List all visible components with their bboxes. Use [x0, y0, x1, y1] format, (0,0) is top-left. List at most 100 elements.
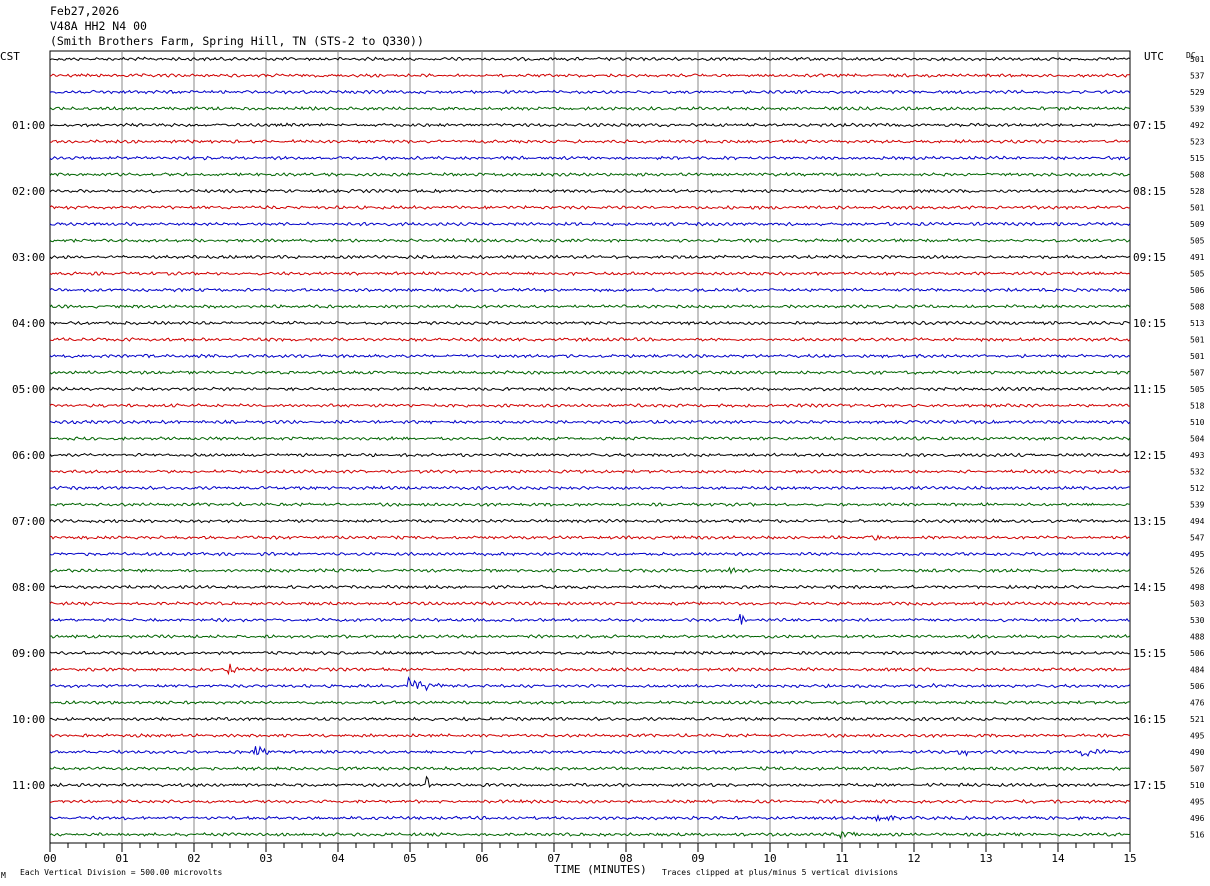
trace-line	[49, 122, 1131, 128]
trace-line	[49, 732, 1131, 739]
trace-line	[49, 271, 1131, 277]
x-tick-label: 02	[187, 852, 200, 865]
trace-line	[49, 435, 1131, 442]
dc-offset-label: 501	[1190, 352, 1205, 361]
dc-offset-label: 507	[1190, 765, 1205, 774]
dc-offset-label: 529	[1190, 88, 1205, 97]
dc-offset-label: 495	[1190, 798, 1205, 807]
right-hour-label: 15:15	[1133, 647, 1166, 660]
dc-offset-label: 510	[1190, 781, 1205, 790]
trace-line	[49, 369, 1131, 376]
x-tick-label: 12	[907, 852, 920, 865]
trace-line	[49, 798, 1131, 804]
dc-offset-label: 494	[1190, 517, 1205, 526]
dc-offset-label: 508	[1190, 171, 1205, 180]
date-label: Feb27,2026	[50, 4, 120, 18]
trace-line	[49, 501, 1131, 507]
x-tick-label: 06	[475, 852, 488, 865]
trace-line	[49, 518, 1130, 524]
trace-line	[49, 534, 1131, 541]
scale-note: Each Vertical Division = 500.00 microvol…	[20, 868, 222, 877]
dc-offset-label: 503	[1190, 600, 1205, 609]
trace-line	[49, 814, 1131, 823]
trace-line	[49, 138, 1131, 145]
right-hour-label: 14:15	[1133, 581, 1166, 594]
dc-offset-label: 509	[1190, 220, 1205, 229]
x-tick-label: 11	[835, 852, 848, 865]
trace-line	[49, 237, 1131, 244]
dc-offset-label: 537	[1190, 72, 1205, 81]
right-hour-label: 13:15	[1133, 515, 1166, 528]
trace-line	[49, 73, 1131, 78]
trace-line	[49, 89, 1131, 95]
left-hour-label: 08:00	[12, 581, 45, 594]
dc-offset-label: 504	[1190, 435, 1205, 444]
dc-offset-label: 476	[1190, 699, 1205, 708]
trace-line	[49, 485, 1131, 491]
trace-line	[49, 287, 1131, 293]
left-hour-label: 06:00	[12, 449, 45, 462]
dc-offset-label: 491	[1190, 253, 1205, 262]
trace-line	[49, 419, 1131, 425]
trace-line	[49, 650, 1130, 656]
left-hour-label: 07:00	[12, 515, 45, 528]
dc-offset-label: 547	[1190, 534, 1205, 543]
right-hour-label: 08:15	[1133, 185, 1166, 198]
dc-offset-label: 523	[1190, 138, 1205, 147]
dc-offset-label: 495	[1190, 732, 1205, 741]
dc-offset-label: 505	[1190, 270, 1205, 279]
right-hour-label: 12:15	[1133, 449, 1166, 462]
dc-offset-label: 512	[1190, 484, 1205, 493]
dc-offset-label: 515	[1190, 154, 1205, 163]
trace-line	[49, 336, 1131, 343]
dc-offset-label: 484	[1190, 666, 1205, 675]
trace-line	[49, 155, 1131, 161]
right-hour-label: 07:15	[1133, 119, 1166, 132]
x-tick-label: 05	[403, 852, 416, 865]
dc-offset-label: 516	[1190, 831, 1205, 840]
trace-line	[49, 551, 1131, 557]
trace-line	[49, 254, 1131, 260]
dc-offset-label: 496	[1190, 814, 1205, 823]
trace-line	[49, 600, 1131, 607]
trace-line	[49, 584, 1131, 590]
trace-line	[49, 663, 1131, 676]
right-timezone-label: UTC	[1144, 50, 1164, 63]
right-hour-label: 17:15	[1133, 779, 1166, 792]
trace-line	[49, 188, 1131, 194]
dc-offset-label: 495	[1190, 550, 1205, 559]
x-tick-label: 15	[1123, 852, 1136, 865]
dc-offset-label: 510	[1190, 418, 1205, 427]
trace-line	[49, 452, 1131, 458]
plot-frame	[49, 50, 1131, 844]
dc-offset-label: 539	[1190, 105, 1205, 114]
dc-offset-label: 506	[1190, 682, 1205, 691]
dc-offset-label: 518	[1190, 402, 1205, 411]
dc-offset-label: 492	[1190, 121, 1205, 130]
trace-line	[49, 566, 1131, 575]
trace-line	[49, 775, 1131, 788]
dc-header-label: DC	[1186, 51, 1196, 60]
corner-mark: M	[1, 871, 6, 880]
x-tick-label: 00	[43, 852, 56, 865]
trace-line	[49, 353, 1131, 359]
x-tick-label: 14	[1051, 852, 1065, 865]
dc-offset-label: 539	[1190, 501, 1205, 510]
dc-offset-label: 507	[1190, 369, 1205, 378]
dc-offset-label: 505	[1190, 237, 1205, 246]
trace-line	[49, 830, 1131, 840]
chart-header: Feb27,2026 V48A HH2 N4 00 (Smith Brother…	[50, 4, 424, 49]
trace-line	[50, 613, 1131, 625]
trace-line	[49, 699, 1131, 705]
dc-offset-label: 521	[1190, 715, 1205, 724]
trace-line	[49, 765, 1131, 771]
hour-labels: 01:00 02:00 03:00 04:00 05:00 06:00 07:00 08:00…	[12, 119, 1166, 792]
dc-offset-label: 506	[1190, 649, 1205, 658]
right-hour-label: 16:15	[1133, 713, 1166, 726]
trace-line	[49, 745, 1131, 757]
trace-line	[49, 386, 1131, 392]
dc-offset-label: 513	[1190, 319, 1205, 328]
dc-offset-label: 501	[1190, 204, 1205, 213]
trace-line	[49, 105, 1131, 111]
dc-offset-label: 498	[1190, 583, 1205, 592]
